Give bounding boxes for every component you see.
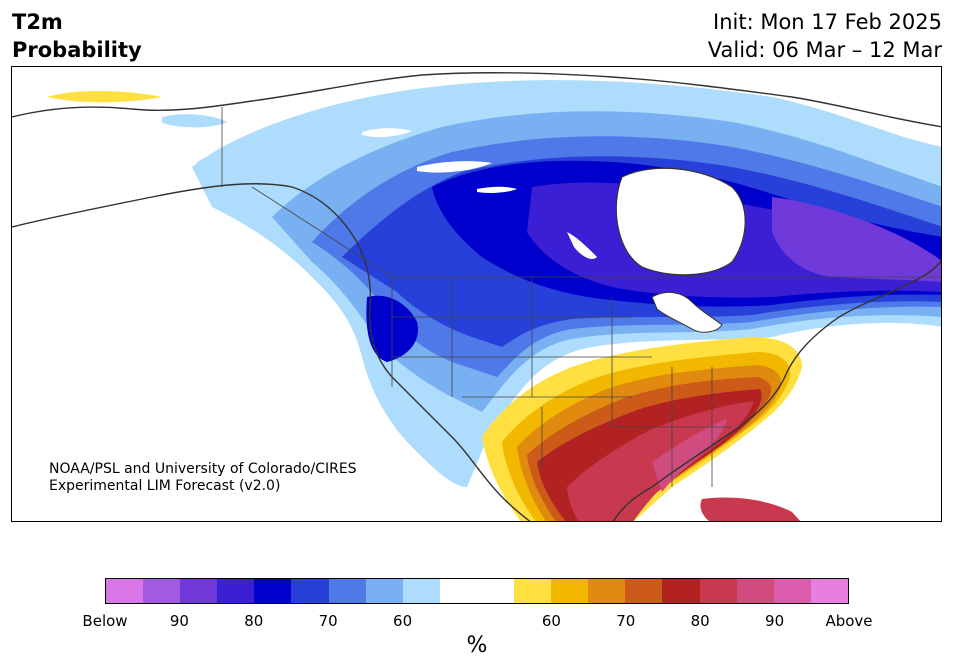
colorbar-unit: % xyxy=(466,633,488,658)
init-date: Init: Mon 17 Feb 2025 xyxy=(713,10,942,34)
contour-below-arctic xyxy=(162,114,227,128)
colorbar-segment xyxy=(662,579,700,603)
contour-above-arctic xyxy=(47,91,162,103)
colorbar-segment xyxy=(365,579,403,603)
title-variable: T2m xyxy=(12,10,63,34)
great-slave-lake xyxy=(417,161,492,173)
colorbar-tick-label: 90 xyxy=(765,612,785,630)
colorbar-segment xyxy=(439,579,477,603)
colorbar-tick-label: 90 xyxy=(169,612,189,630)
coastline xyxy=(12,72,941,521)
colorbar-segment xyxy=(588,579,626,603)
lake-winnipeg xyxy=(567,232,597,259)
colorbar-segment xyxy=(217,579,255,603)
colorbar-tick-label: 60 xyxy=(393,612,413,630)
colorbar-tick-label: 70 xyxy=(318,612,338,630)
colorbar-tick-label: 60 xyxy=(541,612,561,630)
colorbar xyxy=(105,578,849,604)
colorbar-segment xyxy=(254,579,292,603)
colorbar-tick-label: Above xyxy=(825,612,873,630)
colorbar-segment xyxy=(736,579,774,603)
colorbar-tick-label: Below xyxy=(82,612,128,630)
great-lakes xyxy=(651,291,723,333)
credit-line-2: Experimental LIM Forecast (v2.0) xyxy=(49,478,281,494)
credit-text: NOAA/PSL and University of Colorado/CIRE… xyxy=(49,461,357,495)
colorbar-tick-label: 80 xyxy=(690,612,710,630)
lake-athabasca xyxy=(477,186,517,193)
title-subtitle: Probability xyxy=(12,38,142,62)
colorbar-segment xyxy=(476,579,515,603)
contour-below-alaska xyxy=(197,148,282,175)
colorbar-tick-label: 70 xyxy=(616,612,636,630)
colorbar-segment xyxy=(625,579,663,603)
colorbar-segment xyxy=(514,579,552,603)
colorbar-segment xyxy=(143,579,181,603)
colorbar-segment xyxy=(106,579,144,603)
colorbar-segment xyxy=(551,579,589,603)
colorbar-segment xyxy=(180,579,218,603)
colorbar-segment xyxy=(699,579,737,603)
colorbar-segment xyxy=(291,579,329,603)
political-borders xyxy=(221,107,941,487)
map-title: T2m Probability xyxy=(12,8,142,64)
contour-below-85 xyxy=(772,197,941,282)
contour-above-cuba xyxy=(700,497,801,521)
colorbar-segment xyxy=(773,579,811,603)
credit-line-1: NOAA/PSL and University of Colorado/CIRE… xyxy=(49,461,357,477)
forecast-dates: Init: Mon 17 Feb 2025 Valid: 06 Mar – 12… xyxy=(708,8,942,64)
colorbar-segment xyxy=(328,579,366,603)
map-canvas xyxy=(12,72,941,521)
great-bear-lake xyxy=(362,128,412,138)
hudson-bay xyxy=(615,167,746,276)
colorbar-segment xyxy=(402,579,440,603)
valid-range: Valid: 06 Mar – 12 Mar xyxy=(707,38,942,62)
colorbar-segment xyxy=(810,579,848,603)
colorbar-tick-label: 80 xyxy=(244,612,264,630)
probability-map xyxy=(11,66,942,522)
